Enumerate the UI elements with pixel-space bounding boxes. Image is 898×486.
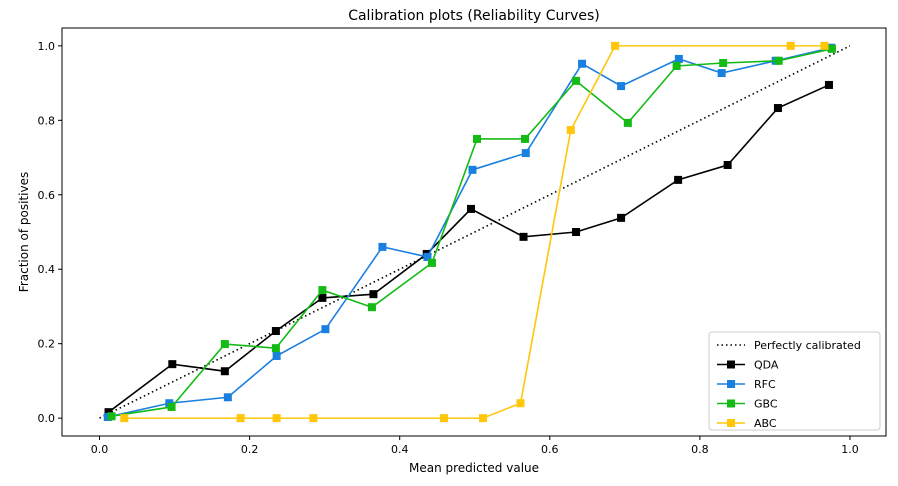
data-point-gbc [774, 56, 783, 65]
y-axis-label: Fraction of positives [17, 172, 31, 292]
legend-marker-rfc [727, 380, 735, 388]
x-tick-label: 0.8 [691, 443, 709, 456]
data-point-abc [611, 41, 620, 50]
series-gbc [107, 44, 836, 421]
data-point-qda [617, 213, 626, 222]
data-point-abc [272, 414, 281, 423]
data-point-gbc [271, 344, 280, 353]
y-tick-label: 0.2 [38, 338, 56, 351]
data-point-rfc [321, 325, 330, 334]
x-tick-label: 0.4 [391, 443, 409, 456]
x-tick-label: 0.6 [541, 443, 559, 456]
data-point-rfc [468, 165, 477, 174]
data-point-abc [479, 414, 488, 423]
data-point-qda [104, 408, 113, 417]
data-point-rfc [717, 69, 726, 78]
data-point-qda [271, 327, 280, 336]
legend-label-qda: QDA [754, 359, 779, 372]
data-point-abc [820, 41, 829, 50]
data-point-qda [318, 293, 327, 302]
y-tick-label: 0.6 [38, 189, 56, 202]
series-perfectly-calibrated [99, 45, 851, 419]
data-point-abc [516, 399, 525, 408]
data-point-rfc [578, 59, 587, 68]
chart-title: Calibration plots (Reliability Curves) [348, 8, 600, 24]
data-point-gbc [367, 303, 376, 312]
y-tick-label: 1.0 [38, 40, 56, 53]
data-point-rfc [521, 149, 530, 158]
series-line-perfectly-calibrated [99, 45, 851, 419]
data-point-gbc [220, 340, 229, 349]
data-point-gbc [623, 118, 632, 127]
data-point-qda [220, 367, 229, 376]
data-point-rfc [378, 242, 387, 251]
x-tick-label: 0.0 [91, 443, 109, 456]
data-point-qda [572, 228, 581, 236]
data-point-gbc [427, 258, 436, 267]
data-point-abc [120, 414, 129, 423]
data-point-qda [369, 290, 378, 299]
x-tick-label: 1.0 [841, 443, 859, 456]
legend-label-perfectly-calibrated: Perfectly calibrated [754, 339, 861, 352]
data-point-abc [309, 414, 318, 423]
data-point-qda [723, 160, 732, 169]
data-point-gbc [521, 134, 530, 143]
legend-box [708, 331, 881, 431]
x-tick-label: 0.2 [241, 443, 259, 456]
y-tick-label: 0.4 [38, 263, 56, 276]
data-point-abc [786, 41, 795, 50]
data-point-gbc [107, 412, 116, 421]
data-point-qda [466, 204, 475, 213]
data-point-abc [439, 414, 448, 423]
data-point-gbc [672, 61, 681, 70]
data-point-qda [168, 360, 177, 369]
data-point-gbc [473, 134, 482, 143]
legend-label-abc: ABC [754, 417, 777, 430]
data-point-qda [824, 80, 833, 89]
legend: Perfectly calibrated QDA RFC GBC ABC [708, 331, 881, 431]
data-point-abc [566, 126, 575, 134]
legend-label-gbc: GBC [754, 398, 778, 411]
data-point-abc [236, 414, 245, 423]
x-axis-label: Mean predicted value [409, 461, 539, 475]
data-point-qda [519, 232, 528, 241]
data-point-rfc [423, 252, 432, 261]
data-point-gbc [827, 44, 836, 53]
data-point-gbc [719, 58, 728, 67]
data-point-rfc [272, 351, 281, 360]
data-point-rfc [223, 393, 232, 402]
series-abc [120, 41, 829, 423]
legend-marker-abc [727, 419, 735, 427]
data-point-gbc [572, 76, 581, 85]
data-point-qda [674, 175, 683, 184]
data-point-rfc [617, 82, 626, 91]
data-point-rfc [674, 54, 683, 63]
data-point-gbc [167, 402, 176, 411]
data-point-gbc [318, 286, 327, 295]
y-tick-label: 0.8 [38, 114, 56, 127]
y-tick-label: 0.0 [38, 412, 56, 425]
legend-marker-gbc [727, 399, 735, 408]
legend-label-rfc: RFC [754, 378, 776, 391]
plot-frame [61, 27, 887, 437]
legend-marker-qda [727, 360, 735, 369]
data-point-qda [773, 104, 782, 113]
